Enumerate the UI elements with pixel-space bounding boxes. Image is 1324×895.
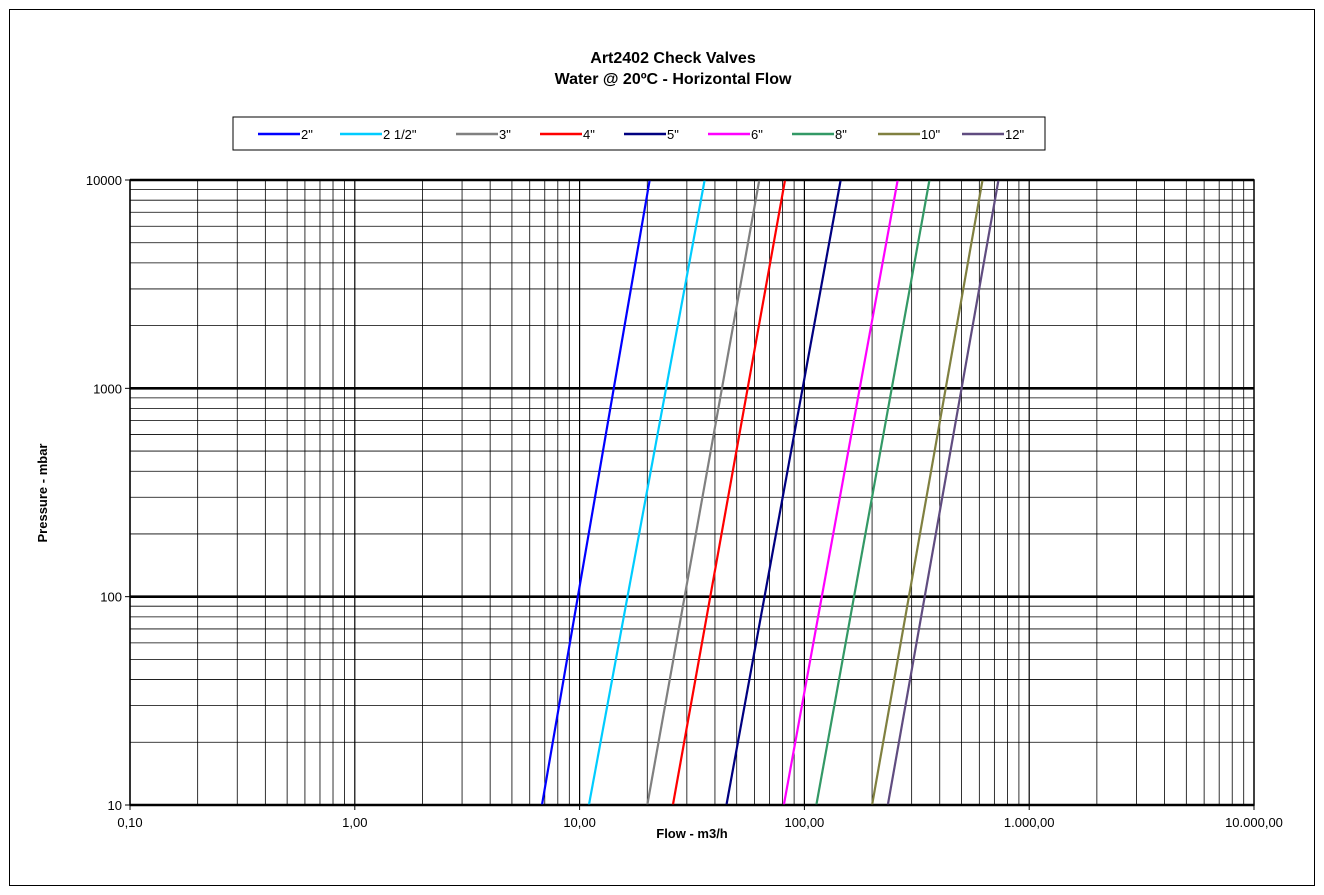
series-line-5	[725, 179, 842, 806]
chart-subtitle: Water @ 20ºC - Horizontal Flow	[555, 71, 792, 88]
legend-label-3: 3"	[499, 127, 511, 142]
legend-label-7: 8"	[835, 127, 847, 142]
series-line-1	[540, 179, 651, 806]
x-tick-label: 1.000,00	[1004, 815, 1055, 830]
legend-label-6: 6"	[751, 127, 763, 142]
y-tick-label: 100	[100, 590, 122, 605]
x-tick-label: 10.000,00	[1225, 815, 1283, 830]
y-axis-label: Pressure - mbar	[35, 444, 50, 543]
series-line-9	[886, 179, 1000, 806]
y-tick-label: 10	[108, 798, 122, 813]
x-tick-label: 100,00	[785, 815, 825, 830]
x-tick-label: 10,00	[563, 815, 596, 830]
legend-label-1: 2"	[301, 127, 313, 142]
plot-area-border	[129, 179, 1255, 806]
series-lines	[540, 179, 1000, 806]
y-tick-label: 10000	[86, 173, 122, 188]
axes: 0,10 1,00 10,00 100,00 1.000,00 10.000,00 10 10…	[86, 173, 1283, 830]
x-tick-label: 1,00	[342, 815, 367, 830]
series-line-8	[870, 179, 984, 806]
chart-frame	[9, 9, 1315, 886]
grid	[129, 178, 1254, 807]
x-tick-label: 0,10	[117, 815, 142, 830]
series-line-6	[782, 179, 899, 806]
series-line-7	[815, 179, 931, 806]
series-line-4	[671, 179, 787, 806]
legend-label-2: 2 1/2"	[383, 127, 417, 142]
series-line-3	[646, 179, 761, 806]
series-line-2	[587, 179, 706, 806]
y-tick-label: 1000	[93, 381, 122, 396]
chart-title: Art2402 Check Valves	[590, 50, 756, 67]
legend: 2" 2 1/2" 3" 4" 5" 6" 8" 10" 12"	[232, 116, 1046, 151]
legend-label-8: 10"	[921, 127, 940, 142]
legend-label-5: 5"	[667, 127, 679, 142]
legend-label-4: 4"	[583, 127, 595, 142]
legend-label-9: 12"	[1005, 127, 1024, 142]
x-axis-label: Flow - m3/h	[656, 826, 728, 841]
